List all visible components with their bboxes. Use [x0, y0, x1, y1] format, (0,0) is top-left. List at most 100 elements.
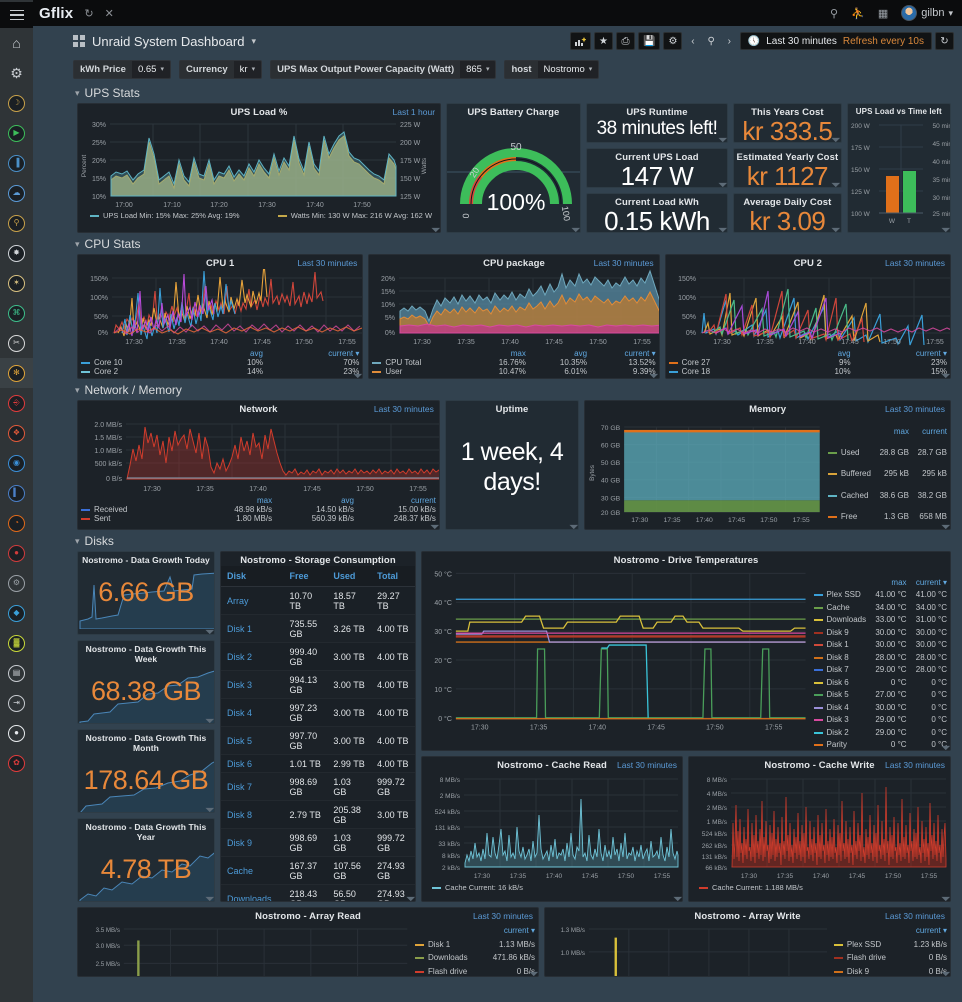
- table-row[interactable]: Disk 4 997.23 GB 3.00 TB 4.00 TB: [220, 698, 415, 727]
- refresh-icon[interactable]: ↻: [84, 7, 94, 20]
- panel-time-range[interactable]: Last 1 hour: [392, 107, 436, 117]
- legend-series-name[interactable]: Disk 1: [811, 639, 870, 652]
- gear-icon[interactable]: ⚙: [663, 32, 683, 50]
- column-header[interactable]: Total: [371, 566, 415, 587]
- sidebar-item-plex[interactable]: ▶: [0, 118, 33, 148]
- sidebar-item-logout[interactable]: ⇥: [0, 688, 33, 718]
- legend-series-name[interactable]: Flash drive: [831, 951, 893, 965]
- legend-row[interactable]: Downloads 471.86 kB/s: [412, 951, 538, 965]
- legend-series-name[interactable]: Disk 3: [811, 714, 870, 727]
- add-panel-button[interactable]: [570, 32, 591, 50]
- column-header[interactable]: Used: [327, 566, 372, 587]
- legend-row[interactable]: Received 48.98 kB/s 14.50 kB/s 15.00 kB/s: [78, 505, 439, 514]
- legend-series-name[interactable]: Core 2: [78, 367, 209, 376]
- legend-series-name[interactable]: Core 27: [666, 358, 797, 367]
- variable-value[interactable]: 0.65 ▾: [137, 63, 164, 75]
- legend-series-name[interactable]: Core 18: [666, 367, 797, 376]
- legend-header[interactable]: avg: [837, 349, 851, 358]
- sidebar[interactable]: ⌂ ⚙ ☽ ▶ ▐ ☁ ⚲ ✸ ✶ ⌘ ✂ ✻ ⎆ ❖ ◉ ▍ ◔ ● ⚙ ◆ ▓ ▤ ⇥ ● ✿: [0, 0, 33, 1002]
- legend-row[interactable]: Flash drive 0 B/s: [412, 965, 538, 977]
- sidebar-item-water[interactable]: ◆: [0, 598, 33, 628]
- sidebar-item-lidarr[interactable]: ✸: [0, 238, 33, 268]
- legend-series-name[interactable]: Sent: [78, 514, 201, 523]
- legend-table[interactable]: current ▾ Plex SSD 1.23 kB/s Flash drive 0 B…: [831, 924, 950, 977]
- legend-series-name[interactable]: Disk 4: [811, 701, 870, 714]
- table-row[interactable]: Disk 7 998.69 GB 1.03 GB 999.72 GB: [220, 772, 415, 801]
- legend-table[interactable]: max current ▾ Plex SSD 41.00 °C 41.00 °C Cach…: [811, 576, 950, 751]
- panel-time-range[interactable]: Last 30 minutes: [472, 911, 533, 921]
- legend-row[interactable]: Free 1.3 GB 658 MB: [825, 506, 950, 527]
- legend-row[interactable]: Downloads 33.00 °C 31.00 °C: [811, 614, 950, 627]
- legend-row[interactable]: Disk 2 29.00 °C 0 °C: [811, 726, 950, 739]
- legend-row[interactable]: Disk 4 30.00 °C 0 °C: [811, 701, 950, 714]
- legend-row[interactable]: Cache 34.00 °C 34.00 °C: [811, 601, 950, 614]
- dashboard-title-group[interactable]: Unraid System Dashboard ▾: [73, 34, 256, 49]
- storage-table[interactable]: Disk Free Used Total Array 10.70 TB 18.57 TB 29…: [220, 566, 415, 901]
- legend-row[interactable]: Flash drive 0 B/s: [831, 951, 950, 965]
- legend-series-name[interactable]: Disk 5: [811, 689, 870, 702]
- star-icon[interactable]: ★: [594, 32, 613, 50]
- legend-header[interactable]: max: [256, 496, 273, 505]
- sidebar-item-gear-dark[interactable]: ✻: [0, 358, 33, 388]
- legend-row[interactable]: Parity 0 °C 0 °C: [811, 739, 950, 751]
- panel-time-range[interactable]: Last 30 minutes: [884, 404, 945, 414]
- table-row[interactable]: Disk 6 1.01 TB 2.99 TB 4.00 TB: [220, 754, 415, 773]
- template-variables[interactable]: kWh Price 0.65 ▾ Currency kr ▾ UPS Max Output …: [33, 56, 962, 82]
- legend-header[interactable]: max: [510, 349, 526, 358]
- legend-header[interactable]: current ▾: [503, 926, 535, 936]
- legend-row[interactable]: Plex SSD 41.00 °C 41.00 °C: [811, 589, 950, 602]
- legend-header[interactable]: current: [411, 496, 436, 505]
- legend-series-name[interactable]: Parity: [811, 739, 870, 751]
- legend-series-name[interactable]: Downloads: [811, 614, 870, 627]
- panel-time-range[interactable]: Last 30 minutes: [373, 404, 434, 414]
- legend-header[interactable]: current ▾: [328, 349, 360, 358]
- legend-header[interactable]: current ▾: [915, 926, 947, 936]
- variable-value[interactable]: kr ▾: [239, 63, 256, 75]
- sidebar-item-deluge[interactable]: ◉: [0, 448, 33, 478]
- legend-row[interactable]: Disk 6 0 °C 0 °C: [811, 676, 950, 689]
- legend-row[interactable]: User 10.47% 6.01% 9.39%: [369, 367, 658, 376]
- legend-row[interactable]: Disk 3 29.00 °C 0 °C: [811, 714, 950, 727]
- expand-icon[interactable]: ⛹: [851, 7, 865, 20]
- legend-series-name[interactable]: Disk 1: [412, 938, 478, 952]
- sidebar-item-shield[interactable]: ⎆: [0, 388, 33, 418]
- legend-series-name[interactable]: Disk 8: [811, 651, 870, 664]
- book-icon[interactable]: ▦: [877, 7, 889, 20]
- legend-row[interactable]: Disk 9 0 B/s: [831, 965, 950, 977]
- row-header-ups-stats[interactable]: ▾ UPS Stats: [33, 82, 962, 103]
- time-next-button[interactable]: ›: [727, 35, 731, 47]
- legend-item[interactable]: Cache Current: 1.188 MB/s: [689, 881, 950, 892]
- legend-row[interactable]: Sent 1.80 MB/s 560.39 kB/s 248.37 kB/s: [78, 514, 439, 523]
- legend-header[interactable]: current: [922, 427, 947, 437]
- time-prev-button[interactable]: ‹: [691, 35, 695, 47]
- table-row[interactable]: Disk 9 998.69 GB 1.03 GB 999.72 GB: [220, 828, 415, 857]
- user-menu[interactable]: gilbn ▾: [901, 5, 953, 21]
- share-icon[interactable]: ⎙: [616, 32, 635, 50]
- legend-row[interactable]: Core 27 9% 23%: [666, 358, 950, 367]
- sidebar-item-globe[interactable]: ⌘: [0, 298, 33, 328]
- panel-time-range[interactable]: Last 30 minutes: [297, 258, 358, 268]
- legend-row[interactable]: Disk 9 30.00 °C 30.00 °C: [811, 626, 950, 639]
- legend-series-name[interactable]: User: [369, 367, 467, 376]
- sidebar-item-nextcloud[interactable]: ☁: [0, 178, 33, 208]
- table-row[interactable]: Disk 5 997.70 GB 3.00 TB 4.00 TB: [220, 726, 415, 755]
- sidebar-item-github[interactable]: ●: [0, 718, 33, 748]
- variable-currency[interactable]: Currency kr ▾: [178, 59, 263, 79]
- legend-series-name[interactable]: Disk 7: [811, 664, 870, 677]
- save-icon[interactable]: 💾: [638, 32, 661, 50]
- legend-series-name[interactable]: Buffered: [825, 463, 874, 484]
- legend-table[interactable]: max avg current Received 48.98 kB/s 14.50 kB/…: [78, 496, 439, 523]
- legend-table[interactable]: avg current ▾ Core 10 10% 70% Core 2 14% 23%: [78, 349, 362, 376]
- search-icon[interactable]: ⚲: [830, 7, 839, 20]
- legend-series-name[interactable]: Used: [825, 442, 874, 463]
- resize-handle-icon[interactable]: ◢: [940, 891, 951, 902]
- legend-header[interactable]: avg: [250, 349, 263, 358]
- legend-item[interactable]: Watts Min: 130 W Max: 216 W Avg: 162 W: [277, 211, 432, 220]
- panel-time-range[interactable]: Last 30 minutes: [884, 760, 945, 770]
- legend-table[interactable]: avg current ▾ Core 27 9% 23% Core 18 10% 15%: [666, 349, 950, 376]
- legend-row[interactable]: Cached 38.6 GB 38.2 GB: [825, 485, 950, 506]
- legend-item[interactable]: UPS Load Min: 15% Max: 25% Avg: 19%: [90, 211, 240, 220]
- sidebar-item-firefox[interactable]: ◔: [0, 508, 33, 538]
- resize-handle-icon[interactable]: ◢: [568, 519, 580, 530]
